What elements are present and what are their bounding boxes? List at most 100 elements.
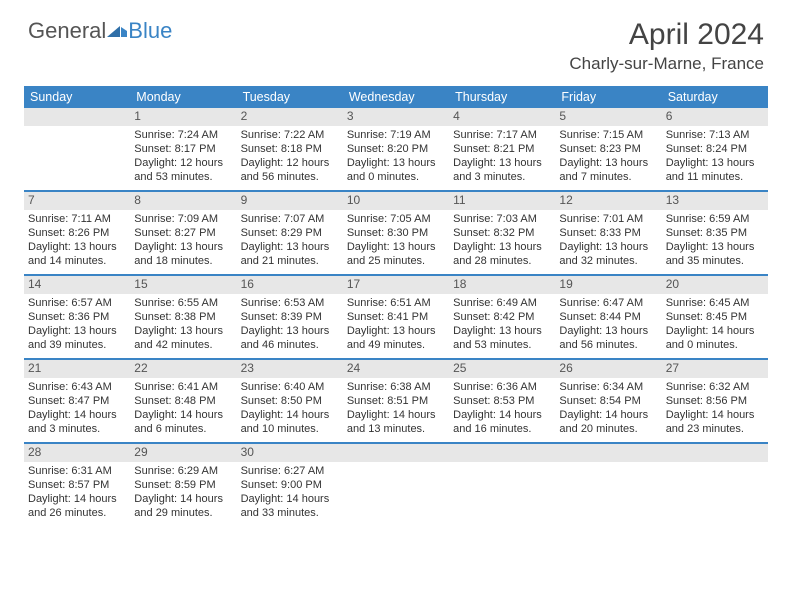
daylight-text: and 23 minutes. [666,422,764,436]
day-cell: 26Sunrise: 6:34 AMSunset: 8:54 PMDayligh… [555,360,661,442]
day-cell: 25Sunrise: 6:36 AMSunset: 8:53 PMDayligh… [449,360,555,442]
sunrise-text: Sunrise: 6:43 AM [28,380,126,394]
sunrise-text: Sunrise: 6:59 AM [666,212,764,226]
day-number: 7 [24,192,130,210]
day-body: Sunrise: 6:41 AMSunset: 8:48 PMDaylight:… [130,378,236,441]
day-cell: 20Sunrise: 6:45 AMSunset: 8:45 PMDayligh… [662,276,768,358]
day-number: 29 [130,444,236,462]
sunset-text: Sunset: 8:47 PM [28,394,126,408]
day-number: 19 [555,276,661,294]
daylight-text: Daylight: 13 hours [347,324,445,338]
day-number: 8 [130,192,236,210]
day-empty [449,444,555,528]
sunset-text: Sunset: 8:20 PM [347,142,445,156]
daylight-text: Daylight: 13 hours [347,240,445,254]
week-row: 21Sunrise: 6:43 AMSunset: 8:47 PMDayligh… [24,360,768,444]
day-body: Sunrise: 6:53 AMSunset: 8:39 PMDaylight:… [237,294,343,357]
day-body: Sunrise: 6:34 AMSunset: 8:54 PMDaylight:… [555,378,661,441]
sunrise-text: Sunrise: 7:01 AM [559,212,657,226]
sunrise-text: Sunrise: 6:45 AM [666,296,764,310]
day-cell: 29Sunrise: 6:29 AMSunset: 8:59 PMDayligh… [130,444,236,528]
day-body: Sunrise: 7:05 AMSunset: 8:30 PMDaylight:… [343,210,449,273]
daylight-text: Daylight: 14 hours [559,408,657,422]
weekday-friday: Friday [555,86,661,108]
day-empty [24,108,130,190]
daylight-text: Daylight: 14 hours [241,492,339,506]
day-body: Sunrise: 6:43 AMSunset: 8:47 PMDaylight:… [24,378,130,441]
sunset-text: Sunset: 8:24 PM [666,142,764,156]
daylight-text: and 33 minutes. [241,506,339,520]
day-cell: 12Sunrise: 7:01 AMSunset: 8:33 PMDayligh… [555,192,661,274]
day-number: 1 [130,108,236,126]
day-body: Sunrise: 6:45 AMSunset: 8:45 PMDaylight:… [662,294,768,357]
daylight-text: Daylight: 13 hours [28,240,126,254]
daylight-text: and 53 minutes. [453,338,551,352]
daylight-text: Daylight: 14 hours [241,408,339,422]
day-number: 28 [24,444,130,462]
daylight-text: and 7 minutes. [559,170,657,184]
daylight-text: and 49 minutes. [347,338,445,352]
daylight-text: and 6 minutes. [134,422,232,436]
daylight-text: Daylight: 12 hours [241,156,339,170]
day-body: Sunrise: 7:19 AMSunset: 8:20 PMDaylight:… [343,126,449,189]
sunrise-text: Sunrise: 6:47 AM [559,296,657,310]
day-number: 17 [343,276,449,294]
day-number: 16 [237,276,343,294]
day-body: Sunrise: 7:17 AMSunset: 8:21 PMDaylight:… [449,126,555,189]
weekday-thursday: Thursday [449,86,555,108]
daylight-text: Daylight: 14 hours [666,324,764,338]
day-number: 12 [555,192,661,210]
day-cell: 23Sunrise: 6:40 AMSunset: 8:50 PMDayligh… [237,360,343,442]
day-body: Sunrise: 6:31 AMSunset: 8:57 PMDaylight:… [24,462,130,525]
sunrise-text: Sunrise: 7:15 AM [559,128,657,142]
day-cell: 19Sunrise: 6:47 AMSunset: 8:44 PMDayligh… [555,276,661,358]
sunrise-text: Sunrise: 6:49 AM [453,296,551,310]
day-body: Sunrise: 6:36 AMSunset: 8:53 PMDaylight:… [449,378,555,441]
day-body: Sunrise: 6:49 AMSunset: 8:42 PMDaylight:… [449,294,555,357]
day-body: Sunrise: 6:51 AMSunset: 8:41 PMDaylight:… [343,294,449,357]
daylight-text: Daylight: 14 hours [28,492,126,506]
daylight-text: Daylight: 14 hours [134,408,232,422]
daylight-text: Daylight: 14 hours [666,408,764,422]
daylight-text: and 10 minutes. [241,422,339,436]
day-body: Sunrise: 6:27 AMSunset: 9:00 PMDaylight:… [237,462,343,525]
daylight-text: and 20 minutes. [559,422,657,436]
day-empty [555,444,661,528]
week-row: 1Sunrise: 7:24 AMSunset: 8:17 PMDaylight… [24,108,768,192]
day-body: Sunrise: 7:15 AMSunset: 8:23 PMDaylight:… [555,126,661,189]
day-body: Sunrise: 6:40 AMSunset: 8:50 PMDaylight:… [237,378,343,441]
daylight-text: Daylight: 13 hours [666,240,764,254]
daylight-text: and 56 minutes. [559,338,657,352]
sunrise-text: Sunrise: 6:40 AM [241,380,339,394]
day-empty [343,444,449,528]
sunrise-text: Sunrise: 6:57 AM [28,296,126,310]
day-body: Sunrise: 7:09 AMSunset: 8:27 PMDaylight:… [130,210,236,273]
day-number: 18 [449,276,555,294]
sunrise-text: Sunrise: 6:36 AM [453,380,551,394]
weekday-tuesday: Tuesday [237,86,343,108]
header: General Blue April 2024 Charly-sur-Marne… [0,0,792,80]
day-cell: 1Sunrise: 7:24 AMSunset: 8:17 PMDaylight… [130,108,236,190]
daylight-text: and 26 minutes. [28,506,126,520]
sunset-text: Sunset: 8:36 PM [28,310,126,324]
sunset-text: Sunset: 8:33 PM [559,226,657,240]
logo: General Blue [28,18,172,44]
day-number: 25 [449,360,555,378]
daylight-text: and 18 minutes. [134,254,232,268]
title-block: April 2024 Charly-sur-Marne, France [569,18,764,74]
day-number: 30 [237,444,343,462]
sunrise-text: Sunrise: 7:09 AM [134,212,232,226]
sunset-text: Sunset: 8:17 PM [134,142,232,156]
weekday-saturday: Saturday [662,86,768,108]
daylight-text: and 3 minutes. [453,170,551,184]
calendar: SundayMondayTuesdayWednesdayThursdayFrid… [24,86,768,528]
daylight-text: Daylight: 14 hours [28,408,126,422]
daylight-text: and 3 minutes. [28,422,126,436]
day-cell: 13Sunrise: 6:59 AMSunset: 8:35 PMDayligh… [662,192,768,274]
day-number [24,108,130,126]
sunrise-text: Sunrise: 7:22 AM [241,128,339,142]
sunrise-text: Sunrise: 6:32 AM [666,380,764,394]
day-number: 11 [449,192,555,210]
sunset-text: Sunset: 8:21 PM [453,142,551,156]
day-number: 15 [130,276,236,294]
